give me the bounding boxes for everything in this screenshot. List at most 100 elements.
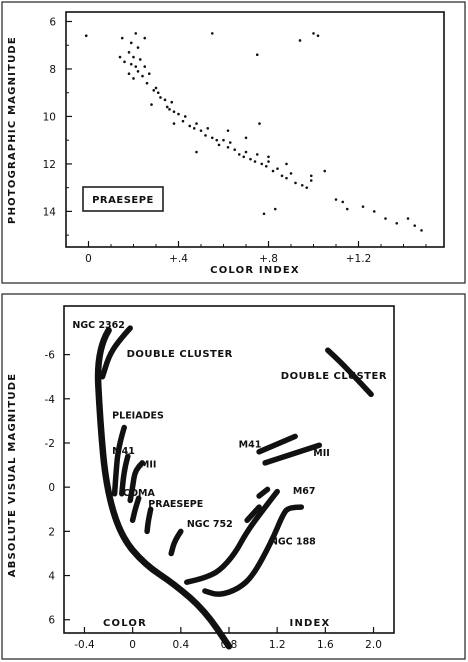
star-point — [323, 169, 327, 173]
star-point — [159, 96, 162, 99]
star-point — [253, 160, 257, 163]
star-point — [361, 205, 365, 208]
star-point — [264, 164, 268, 168]
star-point — [204, 134, 207, 137]
star-point — [154, 86, 158, 90]
star-point — [127, 72, 131, 76]
star-point — [300, 183, 304, 187]
star-point — [271, 169, 275, 173]
star-point — [138, 58, 142, 61]
top-x-tick-label: +1.2 — [346, 253, 372, 265]
star-point — [132, 55, 135, 59]
label-m67: M67 — [293, 486, 316, 497]
star-point — [206, 127, 210, 130]
star-point — [195, 150, 198, 154]
bottom-y-tick-label: -2 — [45, 438, 55, 450]
curve-unlabeled — [256, 486, 271, 499]
star-point — [215, 138, 219, 142]
curve-double-cluster — [325, 347, 374, 398]
star-point — [267, 155, 270, 159]
bottom-x-axis-label-right: INDEX — [290, 618, 331, 629]
star-point — [168, 108, 171, 111]
top-x-tick-label: 0 — [85, 253, 92, 265]
star-point — [276, 167, 279, 170]
star-point — [280, 174, 284, 178]
star-point — [147, 72, 151, 76]
star-point — [285, 176, 288, 180]
star-point — [123, 60, 126, 64]
curve-unlabeled — [244, 504, 262, 524]
star-point — [255, 153, 259, 156]
label-m41: M41 — [239, 439, 262, 450]
bottom-y-ticks: -6 -4 -2 0 2 4 6 — [45, 350, 70, 627]
bottom-y-tick-label: -6 — [45, 350, 56, 362]
star-point — [226, 129, 230, 132]
star-point — [341, 200, 345, 204]
top-y-tick-label: 8 — [49, 64, 56, 76]
top-y-tick-label: 12 — [43, 159, 56, 171]
label-pleiades: PLEIADES — [112, 411, 164, 422]
star-point — [120, 36, 124, 40]
label-mii: MII — [313, 448, 330, 459]
bottom-x-tick-label: -0.4 — [74, 639, 95, 651]
top-plot-area — [65, 11, 445, 248]
star-point — [260, 162, 264, 166]
top-y-axis-label: PHOTOGRAPHIC MAGNITUDE — [7, 36, 18, 224]
star-point — [222, 138, 225, 142]
star-point — [395, 221, 399, 225]
star-point — [172, 122, 176, 125]
star-point — [152, 89, 156, 92]
star-point — [226, 146, 230, 149]
label-double-cluster: DOUBLE CLUSTER — [281, 371, 387, 382]
star-point — [289, 172, 293, 175]
bottom-y-tick-label: 6 — [48, 615, 55, 627]
star-point — [134, 65, 138, 68]
star-point — [255, 53, 259, 57]
praesepe-legend-box — [82, 186, 164, 212]
top-panel-frame — [1, 1, 466, 284]
star-point — [249, 157, 252, 161]
curve-mii — [127, 460, 146, 504]
star-point — [188, 124, 192, 128]
bottom-panel-frame — [1, 293, 466, 660]
star-point — [345, 207, 349, 211]
bottom-y-tick-label: 2 — [48, 526, 55, 538]
bottom-x-tick-label: 1.2 — [269, 639, 286, 651]
top-x-tick-label: +.8 — [259, 253, 278, 265]
star-point — [141, 74, 144, 78]
star-point — [136, 70, 140, 73]
star-point — [118, 55, 122, 59]
praesepe-chart: 0 +.4 +.8 +1.2 6 8 10 12 14 COLOR INDEX PHOTOGR… — [7, 11, 445, 276]
star-point — [294, 181, 297, 185]
curve-coma — [129, 495, 142, 524]
top-y-tick-label: 6 — [49, 16, 56, 28]
star-point — [165, 105, 169, 109]
star-point — [305, 186, 309, 189]
curve-ngc-752 — [168, 528, 184, 557]
star-point — [233, 148, 237, 151]
star-point — [285, 162, 288, 166]
top-y-ticks: 6 8 10 12 14 — [43, 16, 72, 236]
curve-ngc-2362 — [94, 327, 233, 650]
star-point — [210, 136, 214, 140]
star-point — [132, 77, 135, 80]
star-point — [228, 141, 232, 144]
bottom-x-tick-label: 1.6 — [317, 639, 334, 651]
star-point — [244, 136, 248, 140]
star-point — [143, 65, 147, 68]
star-point — [170, 100, 174, 104]
praesepe-legend-label: PRAESEPE — [92, 195, 154, 206]
label-double-cluster: DOUBLE CLUSTER — [127, 349, 233, 360]
star-point — [237, 153, 241, 156]
star-point — [129, 62, 133, 66]
star-point — [372, 210, 376, 213]
star-point — [156, 91, 160, 95]
star-point — [312, 32, 315, 35]
top-x-ticks: 0 +.4 +.8 +1.2 — [85, 241, 427, 265]
bottom-y-tick-label: 4 — [48, 571, 55, 583]
star-point — [195, 122, 198, 125]
bottom-x-tick-label: 0.4 — [172, 639, 189, 651]
label-ngc-752: NGC 752 — [187, 519, 233, 530]
top-y-tick-label: 10 — [43, 111, 56, 123]
